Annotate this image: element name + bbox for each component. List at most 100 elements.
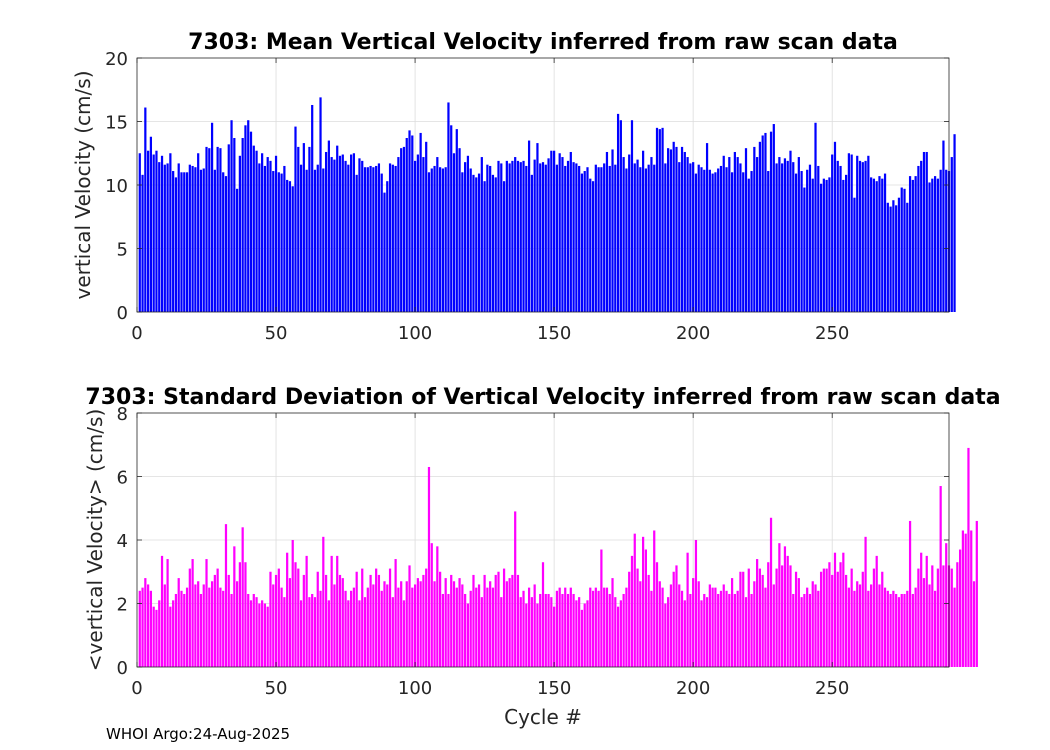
bar — [647, 574, 650, 667]
bar — [936, 568, 939, 667]
bar — [536, 143, 539, 312]
bar — [861, 162, 864, 312]
bar — [427, 172, 431, 312]
bar — [758, 141, 762, 312]
bar — [803, 187, 806, 312]
bar — [163, 584, 166, 667]
bar — [274, 574, 278, 667]
bar — [878, 584, 881, 667]
bar — [249, 131, 253, 312]
bar — [583, 603, 586, 667]
bar — [686, 157, 689, 312]
bar — [350, 590, 353, 667]
bar — [191, 559, 194, 667]
bar — [539, 163, 542, 312]
bar — [224, 176, 228, 312]
bar — [383, 192, 386, 312]
bar — [586, 600, 589, 667]
bar — [747, 568, 750, 667]
bar — [703, 169, 706, 312]
y-tick-label: 6 — [117, 468, 128, 489]
bar — [619, 600, 622, 667]
bar — [436, 157, 439, 312]
bar — [819, 183, 823, 312]
bar — [711, 173, 714, 312]
bar — [249, 600, 253, 667]
bar — [444, 578, 447, 667]
bar — [402, 146, 406, 312]
bar — [836, 160, 839, 312]
bar — [202, 584, 205, 667]
bars — [138, 447, 978, 668]
bar — [728, 157, 731, 312]
bar — [569, 587, 572, 668]
bar — [886, 202, 889, 312]
bar — [600, 549, 603, 667]
chart-title: 7303: Mean Vertical Velocity inferred fr… — [188, 30, 898, 55]
bar — [324, 151, 328, 312]
bar — [864, 536, 867, 667]
bar — [327, 140, 330, 312]
bar — [505, 581, 508, 667]
bar — [419, 581, 422, 667]
bar — [769, 131, 773, 312]
bar — [931, 178, 934, 312]
bar — [931, 565, 934, 667]
bar — [594, 587, 597, 668]
bar — [363, 597, 367, 667]
bar — [147, 584, 150, 667]
bar — [280, 587, 283, 668]
bar — [277, 172, 280, 312]
bar — [388, 163, 392, 312]
x-tick-label: 0 — [131, 678, 142, 699]
bar — [291, 540, 294, 667]
bar — [858, 584, 862, 667]
bar — [608, 165, 611, 312]
bar — [817, 590, 820, 667]
bar — [358, 600, 361, 667]
bar — [330, 157, 333, 312]
bar — [258, 603, 261, 667]
bar — [336, 145, 339, 312]
bar — [425, 568, 428, 667]
bar — [388, 568, 392, 667]
bar — [461, 172, 464, 312]
bar — [911, 179, 914, 312]
bar — [761, 135, 764, 312]
bar — [475, 177, 478, 312]
bar — [689, 163, 692, 312]
bar — [530, 597, 533, 667]
bar — [694, 540, 698, 667]
bar — [950, 157, 953, 312]
bar — [616, 113, 620, 312]
bar — [514, 157, 517, 312]
bar — [575, 163, 578, 312]
bar — [744, 148, 748, 312]
bar — [269, 160, 272, 312]
bar — [466, 155, 470, 312]
bar — [658, 129, 661, 312]
bar — [936, 178, 939, 312]
bar — [238, 155, 241, 312]
mean-velocity-chart: 0 50 100 150 200 250 0 5 10 15 20 7303: Mean Verti… — [71, 30, 956, 344]
bar — [847, 153, 850, 312]
bar — [405, 581, 408, 667]
bar — [344, 590, 347, 667]
bar — [622, 157, 625, 312]
bar — [725, 590, 728, 667]
bar — [305, 555, 308, 668]
bar — [144, 578, 147, 667]
bar — [427, 466, 431, 667]
bar — [316, 164, 319, 312]
bar — [252, 145, 255, 312]
bar — [355, 571, 358, 667]
bar — [483, 181, 486, 312]
bar — [450, 125, 453, 312]
x-tick-label: 250 — [815, 678, 849, 699]
bar — [959, 549, 962, 667]
bar — [591, 590, 595, 667]
bar — [213, 574, 216, 667]
bar — [889, 206, 892, 312]
bar — [149, 590, 153, 667]
bar — [475, 587, 478, 668]
